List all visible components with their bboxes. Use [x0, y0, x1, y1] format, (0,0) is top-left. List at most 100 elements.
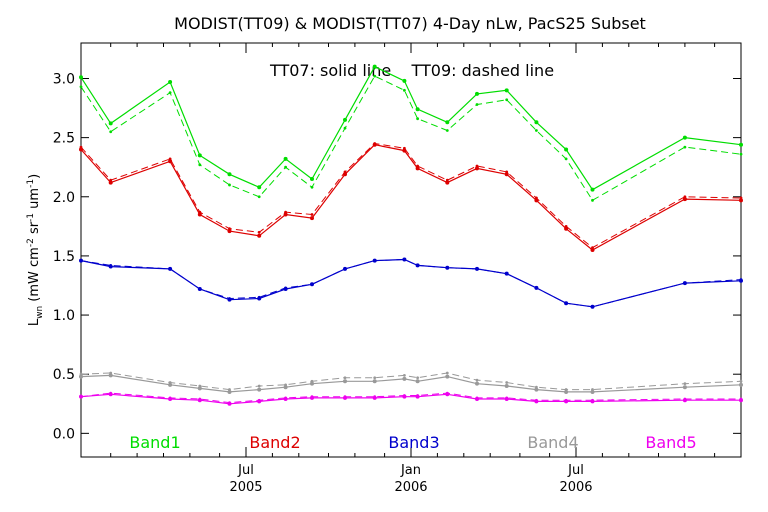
band3-tt09-point: [373, 259, 377, 263]
band4-tt07-point: [445, 374, 450, 379]
band4-tt09-point: [739, 379, 743, 383]
band1-tt07-point: [197, 153, 202, 158]
band4-tt07-point: [79, 374, 83, 379]
band2-tt09-dashed-line: [80, 142, 742, 249]
band2-tt09-point: [284, 210, 287, 214]
y-label-end: ): [27, 174, 42, 179]
y-label-sub: wn: [35, 306, 45, 319]
band3-tt09-point: [228, 297, 231, 300]
y-tick-label: 0.5: [53, 367, 75, 383]
band1-tt07-point: [590, 187, 595, 192]
y-label-main: L: [27, 318, 42, 326]
band1-tt09-point: [416, 117, 419, 121]
band2-tt07-point: [79, 147, 83, 152]
line-style-annotation: TT07: solid line TT09: dashed line: [269, 61, 554, 80]
band3-tt09-point: [284, 286, 287, 290]
band4-tt07-point: [402, 376, 407, 381]
band5-tt09-point: [475, 396, 479, 400]
band2-tt09-point: [373, 142, 377, 145]
band4-tt07-point: [504, 384, 509, 389]
band3-legend-label: Band3: [388, 433, 439, 452]
band4-tt09-point: [79, 372, 83, 376]
band3-tt09-point: [505, 272, 509, 276]
band2-tt07-point: [682, 197, 687, 202]
y-label-rest: (mW cm: [27, 247, 42, 306]
band2-tt09-point: [79, 145, 83, 149]
band2-tt09-point: [257, 230, 261, 234]
band2-tt07-point: [310, 216, 314, 221]
band2-legend-label: Band2: [249, 433, 300, 452]
band2-tt09-point: [168, 157, 172, 161]
band4-tt07-point: [227, 389, 232, 394]
band5-tt09-dashed-line: [80, 392, 741, 404]
band1-tt07-point: [534, 120, 539, 125]
band2-tt07-point: [343, 172, 347, 177]
band1-tt07-point: [108, 121, 113, 126]
band1-tt07-point: [227, 172, 232, 177]
band2-tt09-point: [535, 196, 538, 200]
band1-tt09-point: [310, 185, 314, 189]
y-axis-label: Lwn (mW cm-2 sr-1 um-1): [26, 174, 45, 326]
band2-tt07-point: [504, 172, 509, 177]
band3-tt09-dashed-line: [80, 258, 742, 308]
band2-tt09-point: [343, 170, 347, 174]
band5-tt09-point: [739, 397, 743, 401]
band4-tt09-point: [109, 371, 113, 375]
band3-tt09-point: [739, 278, 743, 281]
band1-tt09-point: [535, 129, 538, 132]
band5-tt09-point: [284, 396, 287, 400]
band1-tt09-point: [739, 152, 743, 156]
band5-tt09-point: [343, 395, 347, 399]
band2-tt07-point: [445, 180, 450, 185]
band5-tt09-point: [310, 395, 314, 399]
band4-tt07-point: [590, 389, 595, 394]
x-tick-label-year: 2006: [559, 480, 592, 495]
band5-tt09-point: [168, 396, 172, 400]
band5-tt09-point: [109, 391, 113, 395]
band4-legend-label: Band4: [527, 433, 578, 452]
band4-tt09-point: [228, 388, 231, 391]
band5-tt09-point: [683, 397, 687, 401]
band1-tt07-point: [343, 117, 347, 122]
band4-tt09-point: [168, 381, 172, 384]
band4-tt07-point: [310, 381, 314, 386]
band3-tt09-point: [109, 263, 113, 267]
band4-tt09-point: [257, 384, 261, 388]
band3-tt09-point: [535, 286, 538, 290]
band1-tt09-point: [284, 165, 287, 169]
band2-tt07-point: [168, 159, 173, 164]
band1-tt07-point: [564, 147, 569, 152]
band2-tt09-point: [416, 164, 419, 168]
band4-tt07-point: [343, 379, 347, 384]
band4-tt09-dashed-line: [80, 372, 742, 391]
band3-tt09-point: [416, 263, 419, 267]
band3-tt09-point: [564, 301, 568, 305]
band2-tt09-point: [591, 246, 594, 250]
band1-tt07-point: [283, 156, 288, 161]
band1-tt09-point: [168, 91, 172, 95]
band2-tt07-point: [590, 248, 595, 252]
chart-title: MODIST(TT09) & MODIST(TT07) 4-Day nLw, P…: [174, 14, 646, 33]
band2-tt07-point: [257, 233, 262, 238]
band1-tt09-point: [373, 74, 377, 78]
band5-tt09-point: [79, 395, 83, 399]
band5-tt09-point: [403, 394, 406, 397]
band4-tt07-point: [534, 387, 539, 392]
band2-tt09-point: [475, 164, 479, 168]
band5-tt09-point: [591, 398, 594, 402]
band3-tt07-solid-line: [80, 258, 742, 308]
band3-tt09-point: [475, 267, 479, 271]
band2-tt09-point: [505, 170, 509, 174]
band1-tt07-point: [682, 135, 687, 140]
band2-tt07-point: [227, 229, 232, 234]
x-tick-label-month: Jul: [237, 463, 254, 478]
band3-tt09-point: [257, 295, 261, 299]
band4-tt09-point: [343, 376, 347, 380]
band5-tt09-point: [373, 395, 377, 399]
band3-tt09-point: [79, 259, 83, 263]
band4-tt09-point: [416, 376, 419, 380]
band1-tt07-point: [475, 91, 479, 96]
band2-tt07-point: [739, 198, 743, 203]
band1-tt07-point: [504, 88, 509, 93]
